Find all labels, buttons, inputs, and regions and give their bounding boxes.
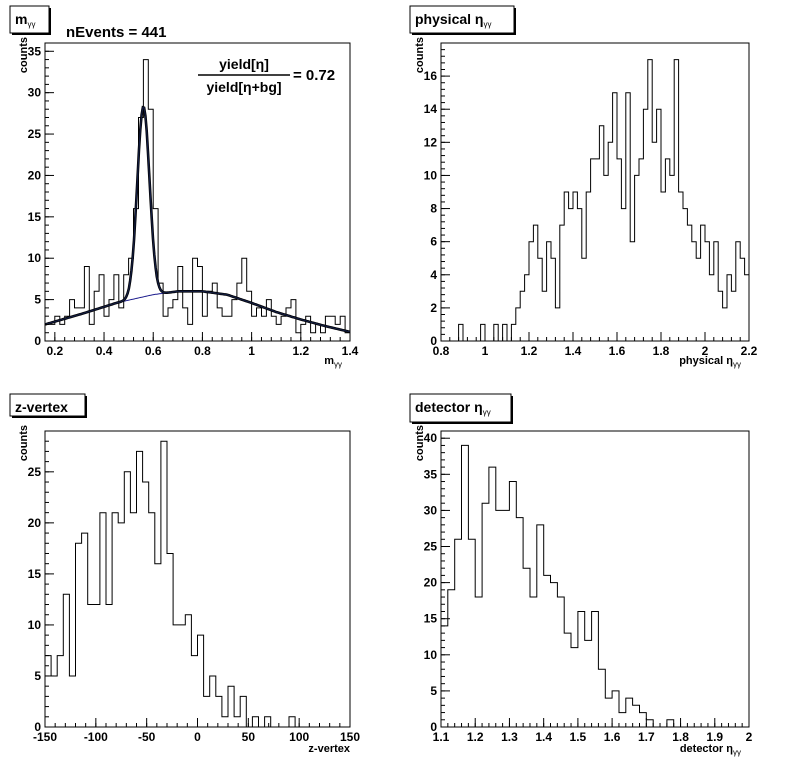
- y-tick-label: 10: [28, 618, 42, 632]
- y-tick-label: 30: [28, 86, 42, 100]
- y-tick-label: 15: [424, 612, 438, 626]
- y-tick-label: 40: [424, 431, 438, 445]
- x-tick-label: 0.4: [96, 344, 113, 358]
- y-axis-label: counts: [18, 37, 30, 73]
- x-tick-label: 2: [702, 344, 709, 358]
- x-tick-label: 0: [194, 730, 201, 744]
- x-tick-label: 2.2: [741, 344, 758, 358]
- total-fit-line: [44, 105, 351, 334]
- y-tick-label: 10: [424, 648, 438, 662]
- y-tick-label: 35: [28, 44, 42, 58]
- x-tick-label: 1.5: [570, 730, 587, 744]
- x-axis-label: mγγ: [324, 355, 342, 369]
- y-tick-label: 25: [28, 465, 42, 479]
- y-tick-label: 35: [424, 467, 438, 481]
- y-tick-label: 5: [34, 293, 41, 307]
- y-tick-label: 4: [430, 268, 437, 282]
- title-box: [9, 5, 50, 34]
- y-tick-label: 15: [28, 210, 42, 224]
- x-tick-label: 1.3: [501, 730, 518, 744]
- y-tick-label: 0: [430, 334, 437, 348]
- x-tick-label: 1.6: [609, 344, 626, 358]
- x-tick-label: 0.2: [46, 344, 63, 358]
- y-tick-label: 15: [28, 567, 42, 581]
- y-tick-label: 12: [424, 135, 438, 149]
- y-tick-label: 20: [424, 576, 438, 590]
- y-axis-label: counts: [18, 425, 30, 461]
- formula-numerator: yield[η]: [219, 56, 269, 72]
- y-tick-label: 2: [430, 301, 437, 315]
- title-box: [409, 393, 512, 423]
- y-tick-label: 20: [28, 516, 42, 530]
- histogram-series: [441, 59, 750, 342]
- x-tick-label: 2: [746, 730, 753, 744]
- chart-panel-4: detector ηγγ 1.1 1.2 1.3 1.4 1.5 1.6 1.7 1.8 1.9 2…: [409, 393, 753, 757]
- x-tick-label: -150: [33, 730, 57, 744]
- nevents-annotation: nEvents = 441: [66, 24, 166, 41]
- x-axis-label: z-vertex: [308, 743, 350, 755]
- x-tick-label: 1.1: [433, 730, 450, 744]
- x-axis-label: detector ηγγ: [680, 743, 741, 757]
- y-tick-label: 10: [28, 251, 42, 265]
- y-tick-label: 30: [424, 503, 438, 517]
- y-tick-label: 0: [34, 334, 41, 348]
- x-tick-label: 1: [248, 344, 255, 358]
- x-tick-label: 1.4: [342, 344, 359, 358]
- x-tick-label: 1.9: [706, 730, 723, 744]
- x-axis-label: physical ηγγ: [679, 355, 741, 369]
- x-tick-label: 1.6: [604, 730, 621, 744]
- chart-panel-3: z-vertex -150 -100 -50 0 50 100 150 0 5 10 15 20 25 z-…: [9, 393, 360, 755]
- chart-title: physical ηγγ: [415, 11, 491, 29]
- chart-panel-1: mγγ nEvents = 441 yield[η] yield[η+bg] = 0.7…: [9, 5, 359, 369]
- formula-denominator: yield[η+bg]: [206, 79, 281, 95]
- y-tick-label: 8: [430, 202, 437, 216]
- x-tick-label: 0.6: [145, 344, 162, 358]
- plot-frame: [440, 430, 750, 728]
- y-tick-label: 10: [424, 168, 438, 182]
- x-tick-label: 1.8: [653, 344, 670, 358]
- title-box: [409, 5, 515, 34]
- y-tick-label: 14: [424, 102, 438, 116]
- plot-frame: [44, 42, 351, 342]
- histogram-series: [44, 59, 350, 341]
- x-tick-label: 1.4: [535, 730, 552, 744]
- y-tick-label: 0: [430, 720, 437, 734]
- x-tick-label: 1.2: [292, 344, 309, 358]
- x-tick-label: 50: [242, 730, 256, 744]
- y-tick-label: 16: [424, 69, 438, 83]
- histogram-series: [44, 440, 350, 728]
- y-tick-label: 20: [28, 168, 42, 182]
- formula-value: = 0.72: [293, 67, 335, 84]
- x-tick-label: 1.2: [467, 730, 484, 744]
- y-tick-label: 0: [34, 720, 41, 734]
- chart-title: detector ηγγ: [415, 399, 491, 417]
- y-tick-label: 5: [430, 684, 437, 698]
- plot-frame: [44, 430, 351, 728]
- x-tick-label: 1: [482, 344, 489, 358]
- chart-panel-2: physical ηγγ 0.8 1 1.2 1.4 1.6 1.8 2 2.2 0 2 4 6 8 10 1…: [409, 5, 758, 369]
- x-tick-label: -100: [84, 730, 108, 744]
- x-tick-label: -50: [138, 730, 156, 744]
- x-tick-label: 1.7: [638, 730, 655, 744]
- x-tick-label: 1.4: [565, 344, 582, 358]
- y-axis-label: counts: [414, 37, 426, 73]
- histogram-series: [440, 444, 749, 728]
- x-tick-label: 0.8: [433, 344, 450, 358]
- y-tick-label: 25: [28, 127, 42, 141]
- x-tick-label: 150: [340, 730, 360, 744]
- y-axis-label: counts: [414, 425, 426, 461]
- chart-title: z-vertex: [15, 399, 68, 415]
- x-tick-label: 1.2: [521, 344, 538, 358]
- title-box: [9, 393, 86, 417]
- plot-frame: [440, 42, 750, 342]
- y-tick-label: 5: [34, 669, 41, 683]
- x-tick-label: 1.8: [672, 730, 689, 744]
- chart-title: mγγ: [15, 11, 35, 29]
- x-tick-label: 100: [289, 730, 309, 744]
- total-fit-line-inner: [44, 106, 351, 333]
- y-tick-label: 6: [430, 235, 437, 249]
- y-tick-label: 25: [424, 540, 438, 554]
- x-tick-label: 0.8: [194, 344, 211, 358]
